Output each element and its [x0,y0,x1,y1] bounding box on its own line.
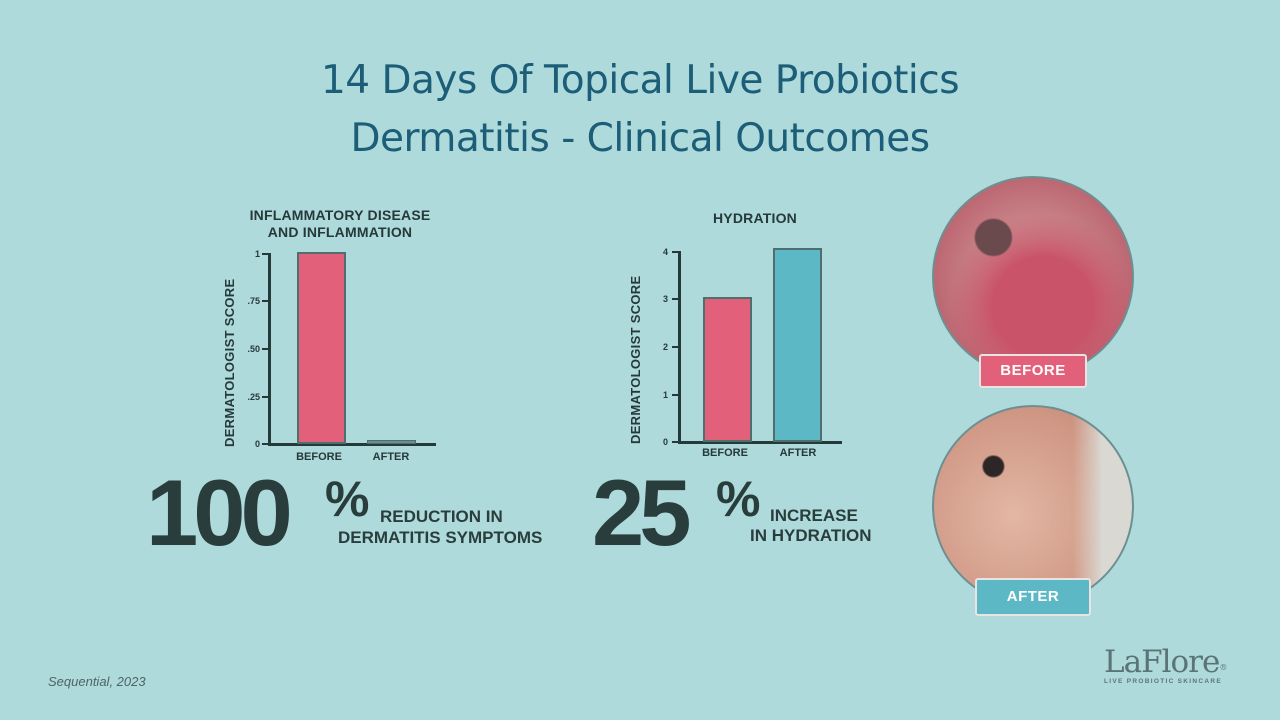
bar-before [703,297,752,442]
slide-title-line1: 14 Days Of Topical Live Probiotics [320,58,960,103]
y-tick [672,346,680,348]
x-axis [678,441,842,444]
y-tick-label: .25 [247,392,260,402]
y-tick [672,394,680,396]
stat-value: 25 [592,460,692,565]
logo-name: LaFlore® [1104,644,1234,680]
stat-value: 100 [146,460,293,565]
x-category-before: BEFORE [702,447,748,459]
brand-logo: LaFlore® LIVE PROBIOTIC SKINCARE [1104,644,1234,685]
x-category-before: BEFORE [296,451,342,463]
slide-title-line2: Dermatitis - Clinical Outcomes [350,116,930,161]
y-tick [672,441,680,443]
y-tick-label: 3 [662,294,668,304]
hydration-chart-title: HYDRATION [713,210,797,226]
logo-wordmark: LaFlore [1104,644,1220,680]
y-tick [672,251,680,253]
stat-desc-line2: IN HYDRATION [750,526,872,545]
y-tick-label: 2 [662,342,668,352]
y-tick-label: .75 [247,296,260,306]
y-tick [262,253,270,255]
x-category-after: AFTER [779,447,817,459]
y-tick [672,298,680,300]
x-category-after: AFTER [372,451,410,463]
stat-desc-line1: REDUCTION IN [380,507,503,526]
after-photo [932,405,1134,607]
x-axis [268,443,436,446]
y-axis-label: DERMATOLOGIST SCORE [628,275,643,444]
y-tick [262,443,270,445]
before-photo [932,176,1134,378]
y-tick-label: .50 [247,344,260,354]
y-tick-label: 0 [662,437,668,447]
before-photo-label: BEFORE [979,354,1087,388]
y-tick [262,396,270,398]
bar-after [367,440,416,444]
stat-unit: % [325,471,370,527]
after-photo-label: AFTER [975,578,1091,616]
stat-unit: % [716,471,761,527]
logo-tagline: LIVE PROBIOTIC SKINCARE [1104,678,1223,685]
citation: Sequential, 2023 [48,674,146,689]
y-tick-label: 0 [254,439,260,449]
chart-title-line1: INFLAMMATORY DISEASE [249,207,431,223]
y-tick-label: 1 [662,390,668,400]
slide-title: 14 Days Of Topical Live Probiotics Derma… [0,52,1280,168]
bar-before [297,252,346,444]
registered-mark-icon: ® [1219,663,1227,672]
y-axis-label: DERMATOLOGIST SCORE [222,278,237,447]
y-tick-label: 1 [254,249,260,259]
bar-after [773,248,822,442]
stat-desc-line1: INCREASE [770,506,858,525]
y-tick-label: 4 [662,247,668,257]
stat-desc-line2: DERMATITIS SYMPTOMS [338,528,543,547]
y-tick [262,300,270,302]
inflammation-chart-title: INFLAMMATORY DISEASE AND INFLAMMATION [225,207,455,241]
y-tick [262,348,270,350]
chart-title-line2: AND INFLAMMATION [267,224,413,240]
